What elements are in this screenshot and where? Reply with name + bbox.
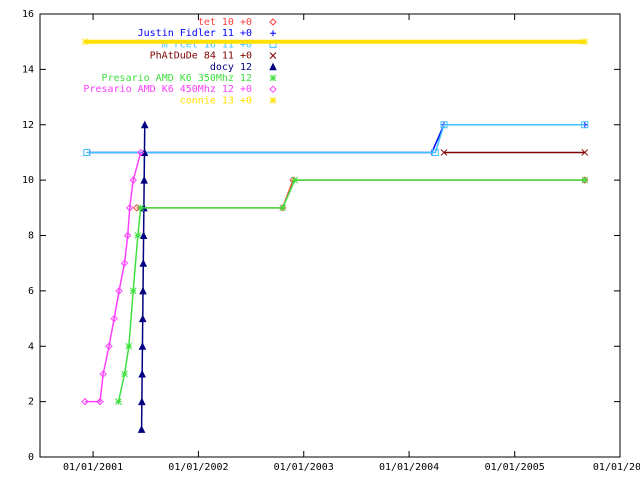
- y-tick-label: 6: [28, 286, 34, 297]
- point-marker: [134, 232, 142, 239]
- point-marker: [138, 397, 146, 406]
- legend-marker: [269, 18, 277, 26]
- legend-marker: [270, 30, 276, 37]
- y-tick-label: 14: [22, 64, 34, 75]
- point-marker: [581, 176, 589, 184]
- point-marker: [136, 148, 145, 157]
- point-marker: [105, 342, 113, 350]
- y-tick-label: 10: [22, 175, 34, 186]
- point-marker: [138, 314, 147, 323]
- point-marker: [126, 204, 134, 212]
- point-marker: [138, 342, 147, 350]
- point-marker: [140, 176, 148, 184]
- point-marker: [291, 176, 299, 184]
- point-marker: [120, 259, 129, 267]
- x-tick-label: 01/01/200: [593, 462, 640, 473]
- series-line: [89, 124, 585, 154]
- point-marker: [278, 204, 287, 212]
- series-line: [117, 179, 585, 402]
- point-marker: [129, 176, 137, 184]
- point-marker: [139, 286, 147, 295]
- series-line: [140, 124, 146, 430]
- series-line: [85, 152, 142, 403]
- legend-label: connie 13 +0: [180, 95, 252, 106]
- point-marker: [581, 38, 589, 46]
- y-tick-label: 2: [28, 397, 34, 408]
- point-marker: [137, 425, 146, 433]
- point-marker: [137, 204, 145, 212]
- point-marker: [139, 231, 148, 239]
- legend-marker: [269, 97, 277, 104]
- point-marker: [96, 397, 104, 406]
- legend-label: PhAtDuDe 84 11 +0: [150, 51, 252, 62]
- x-tick-label: 01/01/2002: [168, 462, 228, 473]
- point-marker: [581, 121, 589, 129]
- point-marker: [132, 204, 141, 212]
- point-marker: [115, 398, 122, 405]
- legend-marker: [269, 74, 277, 82]
- point-marker: [99, 370, 107, 378]
- legend-marker: [269, 52, 277, 59]
- point-marker: [121, 370, 128, 378]
- point-marker: [139, 259, 148, 267]
- point-marker: [110, 314, 118, 323]
- y-tick-label: 8: [28, 231, 34, 242]
- series-line: [136, 179, 585, 209]
- legend-label: Presario AMD K6 350Mhz 12: [101, 73, 252, 84]
- legend-label: tet 10 +0: [198, 17, 252, 28]
- legend-label: docy 12: [210, 62, 252, 73]
- x-tick-label: 01/01/2005: [485, 462, 545, 473]
- x-tick-label: 01/01/2004: [379, 462, 439, 473]
- point-marker: [581, 149, 589, 156]
- legend-label: Justin Fidler 11 +0: [138, 28, 252, 39]
- y-tick-label: 16: [22, 9, 34, 20]
- point-marker: [440, 121, 448, 129]
- point-marker: [83, 148, 91, 156]
- point-marker: [129, 287, 137, 295]
- legend-label: m rcel 16 11 +0: [162, 39, 252, 50]
- point-marker: [81, 397, 89, 406]
- point-marker: [81, 38, 89, 46]
- point-marker: [140, 148, 149, 156]
- series-line: [86, 124, 585, 154]
- point-marker: [279, 204, 287, 212]
- x-tick-label: 01/01/2001: [63, 462, 123, 473]
- point-marker: [440, 149, 448, 156]
- point-marker: [138, 369, 146, 378]
- point-marker: [431, 148, 439, 156]
- point-marker: [140, 120, 149, 129]
- point-marker: [124, 231, 132, 240]
- y-tick-label: 0: [28, 452, 34, 463]
- legend-label: Presario AMD K6 450Mhz 12 +0: [83, 84, 252, 95]
- x-tick-label: 01/01/2003: [274, 462, 334, 473]
- legend-marker: [269, 85, 277, 93]
- y-tick-label: 4: [28, 341, 34, 352]
- y-tick-label: 12: [22, 120, 34, 131]
- legend-marker: [269, 62, 277, 71]
- point-marker: [115, 287, 123, 295]
- point-marker: [125, 342, 133, 350]
